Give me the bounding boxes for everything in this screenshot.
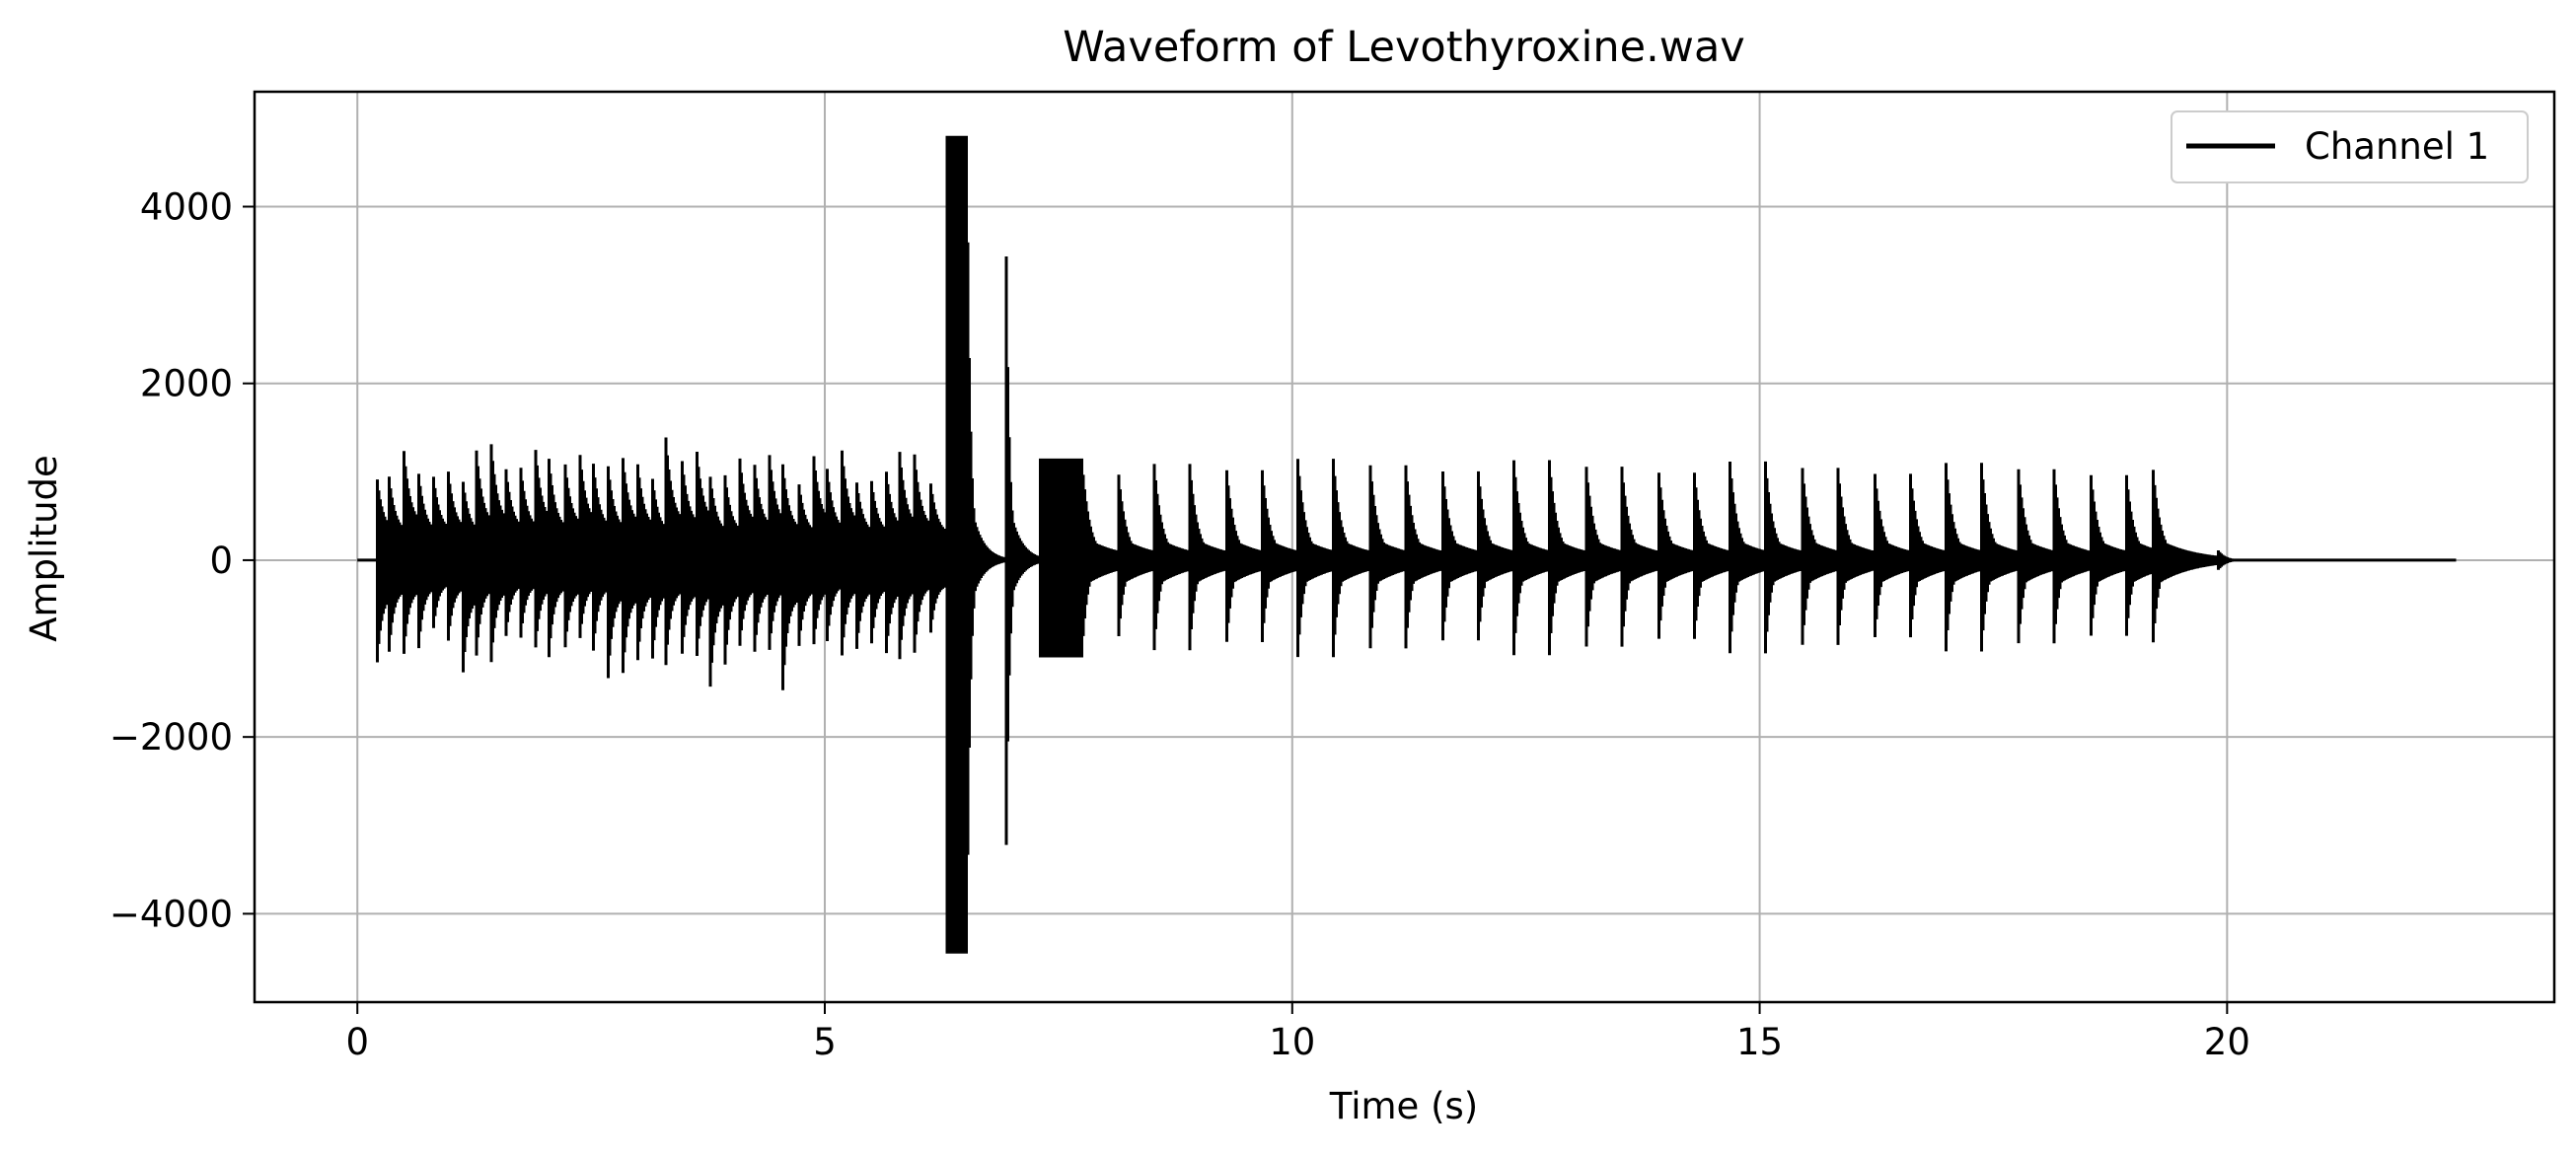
chart-title: Waveform of Levothyroxine.wav: [1063, 23, 1745, 72]
waveform-series: [357, 135, 2457, 954]
legend-label-channel-1: Channel 1: [2305, 125, 2489, 168]
legend: Channel 1: [2171, 110, 2529, 183]
y-tick-label: 4000: [140, 185, 233, 228]
x-tick-label: 15: [1736, 1021, 1783, 1063]
y-tick-label: 2000: [140, 363, 233, 405]
x-axis-label: Time (s): [1329, 1085, 1478, 1127]
waveform-line-channel-1: [357, 135, 2457, 954]
y-axis-label: Amplitude: [23, 455, 65, 642]
legend-box: [2171, 110, 2529, 183]
y-tick-label: −4000: [110, 893, 233, 935]
plot-frame: [253, 90, 2556, 1004]
y-tick-label: −2000: [110, 716, 233, 759]
x-tick-label: 10: [1269, 1021, 1315, 1063]
x-tick-label: 0: [345, 1021, 369, 1063]
x-axis-ticks: 0 5 10 15 20: [345, 1002, 2250, 1063]
x-tick-label: 5: [813, 1021, 837, 1063]
x-tick-label: 20: [2204, 1021, 2250, 1063]
y-tick-label: 0: [209, 540, 233, 582]
y-axis-ticks: −4000 −2000 0 2000 4000: [110, 185, 255, 935]
